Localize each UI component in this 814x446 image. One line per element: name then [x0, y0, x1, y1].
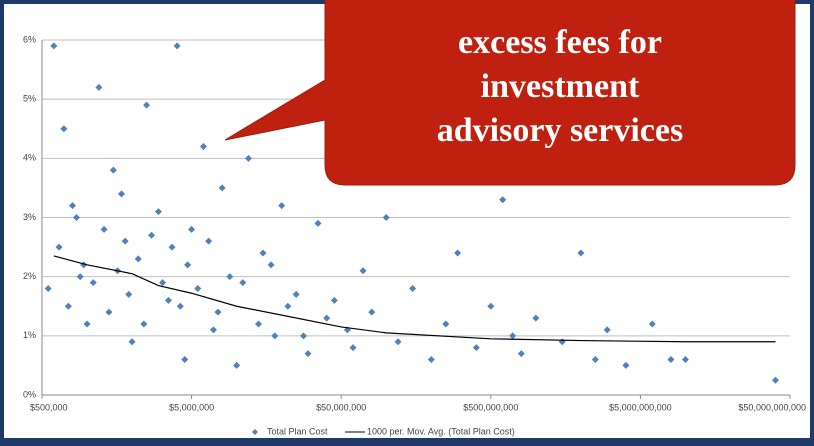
data-point [233, 361, 241, 369]
data-point [284, 302, 292, 310]
y-tick-label: 3% [23, 212, 36, 222]
x-tick-label: $5,000,000,000 [609, 402, 672, 412]
y-tick-label: 0% [23, 389, 36, 399]
data-point [517, 350, 525, 358]
data-point [622, 361, 630, 369]
data-point [330, 296, 338, 304]
data-point [271, 332, 279, 340]
x-tick-label: $500,000,000 [463, 402, 518, 412]
legend-label: Total Plan Cost [267, 426, 328, 436]
legend-label: 1000 per. Mov. Avg. (Total Plan Cost) [367, 426, 515, 436]
y-tick-label: 4% [23, 153, 36, 163]
data-point [164, 296, 172, 304]
legend-marker [252, 429, 258, 435]
y-tick-label: 2% [23, 271, 36, 281]
data-point [100, 225, 108, 233]
data-point [188, 225, 196, 233]
data-point [44, 285, 52, 292]
data-point [50, 42, 58, 50]
data-point [487, 302, 495, 310]
data-point [214, 308, 222, 316]
data-point [323, 314, 331, 322]
data-point [442, 320, 450, 328]
data-point [194, 285, 202, 292]
data-point [577, 249, 585, 257]
data-point [143, 101, 151, 109]
data-point [154, 208, 162, 216]
data-point [105, 308, 113, 316]
callout-bubble [224, 0, 796, 186]
data-point [681, 356, 689, 363]
data-point [159, 279, 167, 287]
data-point [667, 356, 675, 363]
callout-text: advisory services [437, 112, 683, 149]
data-point [244, 154, 252, 162]
data-point [55, 243, 63, 251]
data-point [292, 290, 300, 298]
data-point [176, 302, 184, 310]
data-point [89, 279, 97, 287]
data-point [472, 344, 480, 352]
data-point [454, 249, 462, 257]
data-point [184, 261, 192, 269]
data-point [509, 332, 517, 340]
y-tick-label: 1% [23, 330, 36, 340]
data-point [772, 376, 780, 384]
x-tick-label: $500,000 [30, 402, 68, 412]
data-point [532, 314, 540, 322]
data-point [267, 261, 275, 269]
data-point [226, 273, 234, 281]
data-point [394, 338, 402, 346]
callout: excess fees for investment advisory serv… [224, 0, 796, 186]
x-tick-label: $5,000,000 [169, 402, 214, 412]
data-point [173, 42, 181, 50]
data-point [259, 249, 267, 257]
data-point [314, 219, 322, 227]
data-point [304, 350, 312, 358]
data-point [199, 143, 207, 150]
data-point [591, 356, 599, 363]
data-point [181, 356, 189, 363]
data-point [72, 214, 80, 221]
data-point [125, 290, 133, 298]
data-point [64, 302, 72, 310]
data-point [359, 267, 367, 275]
data-point [499, 196, 507, 204]
data-point [209, 326, 217, 334]
data-point [218, 184, 226, 192]
data-point [148, 231, 156, 239]
x-tick-label: $50,000,000,000 [738, 402, 806, 412]
data-point [239, 279, 247, 287]
data-point [95, 83, 103, 91]
data-point [648, 320, 656, 328]
callout-text: investment [481, 68, 640, 105]
data-point [254, 320, 262, 328]
data-point [69, 202, 77, 210]
data-point [128, 338, 136, 346]
data-point [134, 255, 142, 263]
data-point [168, 243, 176, 251]
callout-text: excess fees for [458, 24, 662, 61]
data-point [60, 125, 68, 133]
moving-average-line [53, 255, 776, 343]
y-tick-label: 6% [23, 34, 36, 44]
data-point [409, 285, 417, 292]
data-point [349, 344, 357, 352]
data-point [83, 320, 91, 328]
data-point [603, 326, 611, 334]
data-point [118, 190, 126, 198]
data-point [140, 320, 148, 328]
data-point [76, 273, 84, 281]
data-point [427, 356, 435, 363]
data-point [368, 308, 376, 316]
data-point [300, 332, 308, 340]
data-point [278, 202, 286, 210]
data-point [109, 166, 117, 174]
x-tick-label: $50,000,000 [316, 402, 366, 412]
data-point [121, 237, 129, 245]
data-point [382, 214, 390, 221]
data-point [205, 237, 213, 245]
y-tick-label: 5% [23, 94, 36, 104]
